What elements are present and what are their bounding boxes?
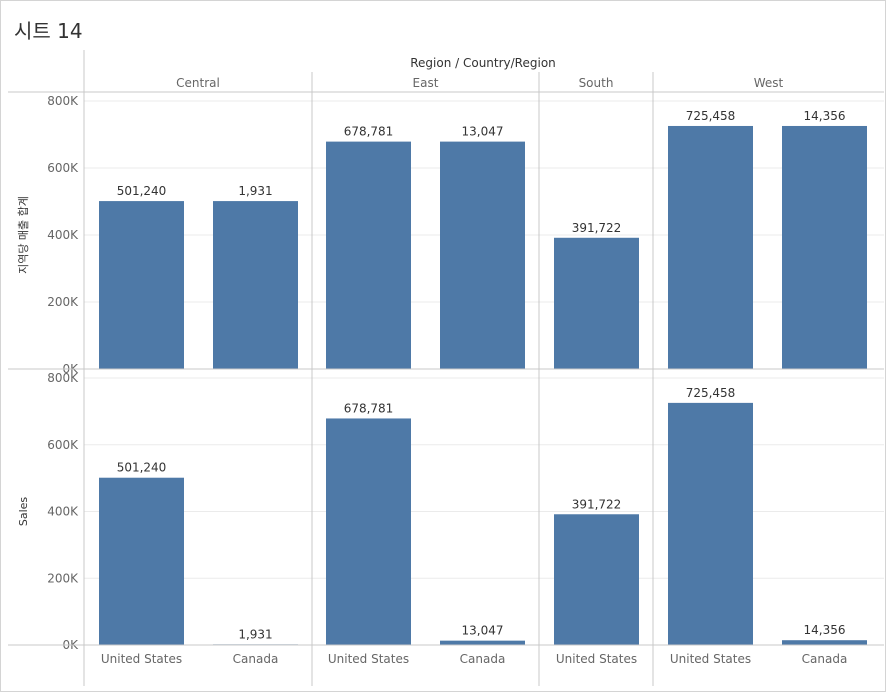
y-tick-label: 400K xyxy=(47,228,79,242)
region-header-central: Central xyxy=(176,76,220,90)
bar xyxy=(668,402,753,645)
bar xyxy=(782,640,867,645)
y-tick-label: 200K xyxy=(47,571,79,585)
country-label: United States xyxy=(101,652,182,666)
y-tick-label: 800K xyxy=(47,371,79,385)
y-tick-label: 200K xyxy=(47,295,79,309)
bar-value-label: 13,047 xyxy=(462,624,504,638)
country-label: United States xyxy=(670,652,751,666)
y-axis-title: Sales xyxy=(17,497,30,527)
bar-value-label: 725,458 xyxy=(686,109,736,123)
bar xyxy=(440,141,525,369)
y-axis-title: 지역당 매출 합계 xyxy=(17,196,30,274)
region-header-south: South xyxy=(579,76,614,90)
bar-value-label: 501,240 xyxy=(117,461,167,475)
bar-value-label: 14,356 xyxy=(804,109,846,123)
country-label: Canada xyxy=(802,652,848,666)
country-label: United States xyxy=(328,652,409,666)
bar xyxy=(782,125,867,369)
country-label: Canada xyxy=(233,652,279,666)
bar-value-label: 725,458 xyxy=(686,386,736,400)
bar-value-label: 1,931 xyxy=(238,184,272,198)
y-tick-label: 400K xyxy=(47,505,79,519)
bar-value-label: 391,722 xyxy=(572,497,622,511)
bar-value-label: 1,931 xyxy=(238,627,272,641)
region-header-east: East xyxy=(413,76,439,90)
country-label: Canada xyxy=(460,652,506,666)
bar xyxy=(668,125,753,369)
bar xyxy=(440,640,525,645)
country-label: United States xyxy=(556,652,637,666)
bar xyxy=(554,514,639,645)
y-tick-label: 600K xyxy=(47,161,79,175)
y-tick-label: 600K xyxy=(47,438,79,452)
bar-value-label: 13,047 xyxy=(462,125,504,139)
region-header-west: West xyxy=(754,76,784,90)
bar-value-label: 501,240 xyxy=(117,184,167,198)
bar xyxy=(99,477,184,645)
bar-value-label: 678,781 xyxy=(344,125,394,139)
header-title: Region / Country/Region xyxy=(410,56,556,70)
bar-value-label: 391,722 xyxy=(572,221,622,235)
y-tick-label: 800K xyxy=(47,94,79,108)
bar xyxy=(326,141,411,369)
bar xyxy=(326,418,411,645)
bar xyxy=(554,237,639,369)
bar-value-label: 14,356 xyxy=(804,623,846,637)
bar-value-label: 678,781 xyxy=(344,401,394,415)
bar xyxy=(99,201,184,369)
sheet-title: 시트 14 xyxy=(14,19,83,43)
bar xyxy=(213,201,298,369)
